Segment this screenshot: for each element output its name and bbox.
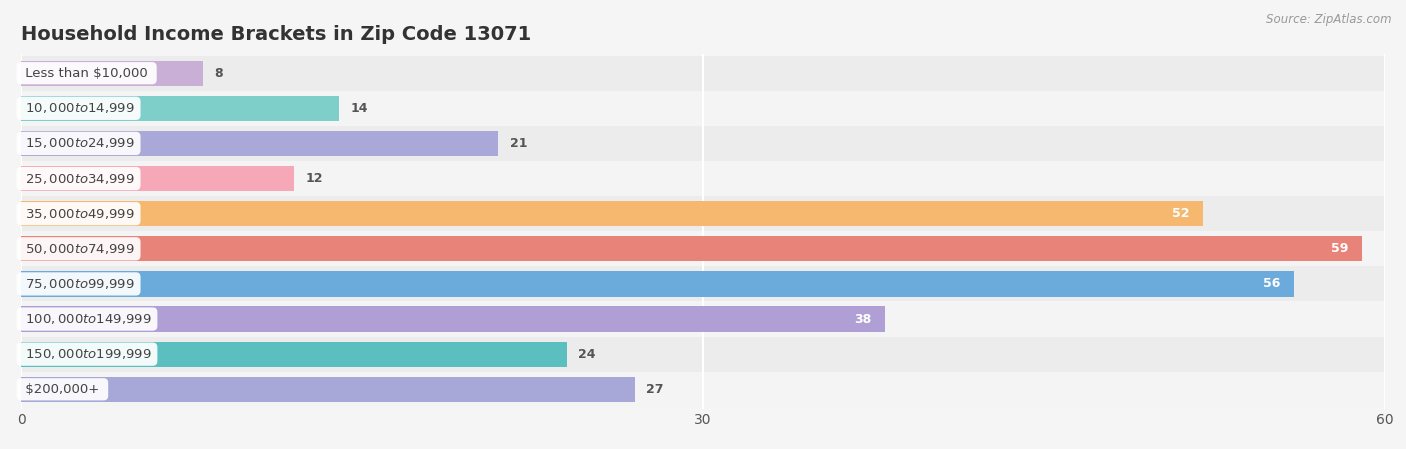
Bar [21,271,1294,296]
Bar [21,166,294,191]
Text: 59: 59 [1331,242,1348,255]
Text: $200,000+: $200,000+ [21,383,104,396]
Text: $10,000 to $14,999: $10,000 to $14,999 [21,101,136,115]
Bar [21,56,1385,91]
Text: 21: 21 [510,137,527,150]
Text: 38: 38 [853,313,872,326]
Text: Less than $10,000: Less than $10,000 [21,67,152,79]
Text: 24: 24 [578,348,596,361]
Bar [21,196,1385,231]
Bar [21,161,1385,196]
Bar [21,372,1385,407]
Text: $25,000 to $34,999: $25,000 to $34,999 [21,172,136,185]
Bar [21,91,1385,126]
Text: $35,000 to $49,999: $35,000 to $49,999 [21,207,136,220]
Bar [21,377,636,402]
Bar [21,236,1362,261]
Bar [21,201,1204,226]
Bar [21,61,202,86]
Bar [21,306,884,332]
Text: $100,000 to $149,999: $100,000 to $149,999 [21,312,153,326]
Text: $15,000 to $24,999: $15,000 to $24,999 [21,136,136,150]
Bar [21,231,1385,266]
Bar [21,342,567,367]
Bar [21,96,339,121]
Text: 27: 27 [647,383,664,396]
Text: Source: ZipAtlas.com: Source: ZipAtlas.com [1267,13,1392,26]
Text: $75,000 to $99,999: $75,000 to $99,999 [21,277,136,291]
Text: 14: 14 [350,102,368,115]
Bar [21,126,1385,161]
Text: 12: 12 [305,172,323,185]
Text: 52: 52 [1173,207,1189,220]
Text: Household Income Brackets in Zip Code 13071: Household Income Brackets in Zip Code 13… [21,25,531,44]
Text: $50,000 to $74,999: $50,000 to $74,999 [21,242,136,256]
Bar [21,266,1385,301]
Text: 8: 8 [214,67,224,79]
Bar [21,301,1385,337]
Bar [21,337,1385,372]
Text: $150,000 to $199,999: $150,000 to $199,999 [21,347,153,361]
Bar [21,131,498,156]
Text: 56: 56 [1263,277,1281,291]
